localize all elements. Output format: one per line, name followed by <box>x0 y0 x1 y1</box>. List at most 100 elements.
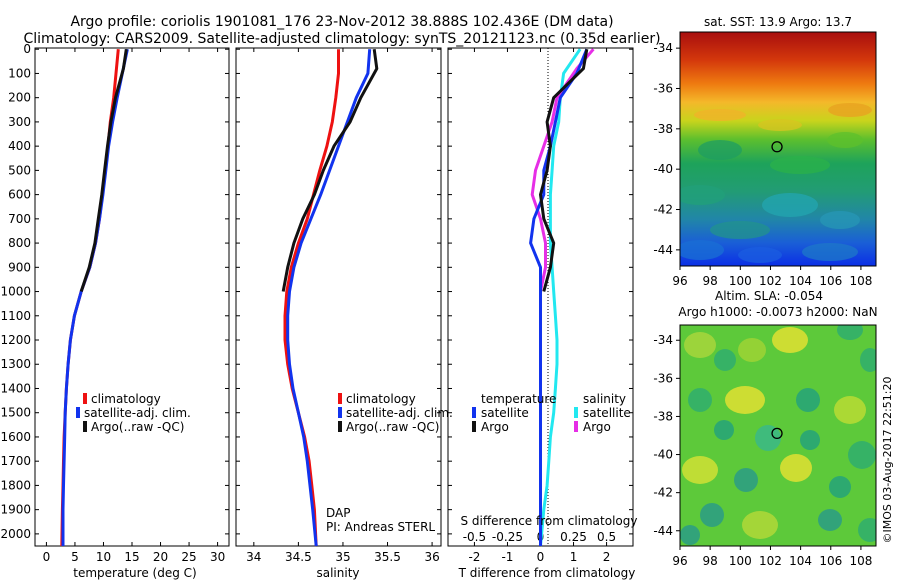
legend-label-satellite: satellite-adj. clim. <box>346 406 453 420</box>
legend-swatch-sal-satellite <box>574 407 578 418</box>
legend-swatch-climatology <box>338 393 342 404</box>
legend-swatch-argo <box>83 421 87 432</box>
lat-tick-label: -34 <box>653 41 673 55</box>
salinity-series-satellite <box>286 49 372 547</box>
lat-tick-label: -44 <box>653 524 673 538</box>
difference-legend: temperature salinity satellite satellite… <box>472 392 631 434</box>
legend-label-argo: Argo(..raw -QC) <box>346 420 439 434</box>
temperature-tick-label: 5 <box>71 550 79 564</box>
lon-tick-label: 100 <box>729 274 752 288</box>
sst-texture <box>802 243 858 261</box>
sla-texture <box>682 456 718 484</box>
legend-header-salinity: salinity <box>583 392 626 406</box>
depth-tick-label: 800 <box>8 236 31 250</box>
temperature-x-axis-label: temperature (deg C) <box>73 566 196 580</box>
legend-label-sal-satellite: satellite <box>583 406 631 420</box>
lon-tick-label: 104 <box>789 274 812 288</box>
legend-label-climatology: climatology <box>91 392 161 406</box>
sla-texture <box>772 327 808 353</box>
sst-texture <box>758 119 802 131</box>
sla-texture <box>837 325 863 340</box>
depth-tick-label: 1100 <box>0 309 31 323</box>
legend-swatch-temp-argo <box>472 421 476 432</box>
sla-map-frame <box>679 324 877 547</box>
depth-tick-label: 500 <box>8 163 31 177</box>
salinity-series-climatology <box>283 49 340 547</box>
lon-tick-label: 100 <box>729 554 752 568</box>
temperature-series-argo <box>79 48 128 292</box>
sla-texture <box>800 430 820 450</box>
difference-top-axis-label: S difference from climatology <box>461 514 638 528</box>
depth-tick-label: 1800 <box>0 478 31 492</box>
salinity-tick-label: 35 <box>335 550 350 564</box>
lon-tick-label: 106 <box>819 274 842 288</box>
legend-swatch-temp-satellite <box>472 407 476 418</box>
depth-tick-label: 200 <box>8 91 31 105</box>
lon-tick-label: 98 <box>703 554 718 568</box>
sla-texture <box>858 518 876 542</box>
temperature-tick-label: 15 <box>124 550 139 564</box>
legend-header-temperature: temperature <box>481 392 556 406</box>
legend-swatch-sal-argo <box>574 421 578 432</box>
credit-dap: DAP <box>326 506 350 520</box>
sla-texture <box>680 525 700 545</box>
depth-tick-label: 1700 <box>0 454 31 468</box>
sst-texture <box>828 103 872 117</box>
lon-tick-label: 96 <box>672 554 687 568</box>
difference-x-axis-label: T difference from climatology <box>458 566 636 580</box>
lon-tick-label: 98 <box>703 274 718 288</box>
sst-texture <box>770 156 830 174</box>
salinity-tick-label: 34 <box>246 550 261 564</box>
lon-tick-label: 108 <box>849 274 872 288</box>
depth-tick-label: 400 <box>8 139 31 153</box>
difference-tick-label: 2 <box>603 550 611 564</box>
lat-tick-label: -34 <box>653 333 673 347</box>
lon-tick-label: 108 <box>849 554 872 568</box>
depth-tick-label: 1000 <box>0 285 31 299</box>
salinity-plot-frame <box>235 47 442 547</box>
depth-tick-label: 300 <box>8 115 31 129</box>
depth-tick-label: 1400 <box>0 381 31 395</box>
depth-tick-label: 600 <box>8 188 31 202</box>
sst-texture <box>762 193 818 217</box>
temperature-series-satellite <box>61 48 129 546</box>
sst-map-title: sat. SST: 13.9 Argo: 13.7 <box>704 15 852 29</box>
sla-texture <box>684 332 716 358</box>
temperature-tick-label: 25 <box>181 550 196 564</box>
lat-tick-label: -36 <box>653 371 673 385</box>
sst-texture <box>710 221 770 239</box>
sla-map-title-line2: Argo h1000: -0.0073 h2000: NaN <box>678 305 877 319</box>
salinity-legend: climatology satellite-adj. clim. Argo(..… <box>338 392 453 434</box>
sla-map-title-line1: Altim. SLA: -0.054 <box>715 289 823 303</box>
difference-series-sal-satellite <box>539 48 582 547</box>
temperature-legend: climatology satellite-adj. clim. Argo(..… <box>76 392 191 434</box>
lat-tick-label: -42 <box>653 203 673 217</box>
sla-texture <box>714 420 734 440</box>
figure-title-line2: Climatology: CARS2009. Satellite-adjuste… <box>23 31 660 47</box>
legend-label-sal-argo: Argo <box>583 420 611 434</box>
temperature-tick-label: 20 <box>153 550 168 564</box>
legend-label-argo: Argo(..raw -QC) <box>91 420 184 434</box>
lon-tick-label: 102 <box>759 554 782 568</box>
temperature-tick-label: 0 <box>43 550 51 564</box>
depth-tick-label: 1300 <box>0 357 31 371</box>
salinity-tick-label: 36 <box>424 550 439 564</box>
argo-position-marker <box>771 141 783 153</box>
legend-swatch-satellite <box>76 407 80 418</box>
salinity-tick-label: 35.5 <box>374 550 401 564</box>
depth-tick-label: 0 <box>23 42 31 56</box>
depth-tick-label: 700 <box>8 212 31 226</box>
lat-tick-label: -40 <box>653 448 673 462</box>
sst-map-panel: sat. SST: 13.9 Argo: 13.7 96 98 100 102 104 1… <box>653 15 877 288</box>
sla-texture <box>829 476 851 498</box>
sla-texture <box>780 454 812 482</box>
sst-texture <box>827 132 863 148</box>
credit-pi: PI: Andreas STERL <box>326 520 435 534</box>
difference-tick-label: 0 <box>537 550 545 564</box>
sst-texture <box>820 211 860 229</box>
difference-top-tick-label: 0.5 <box>597 530 616 544</box>
legend-label-climatology: climatology <box>346 392 416 406</box>
sla-texture <box>796 388 820 412</box>
difference-tick-label: 1 <box>570 550 578 564</box>
